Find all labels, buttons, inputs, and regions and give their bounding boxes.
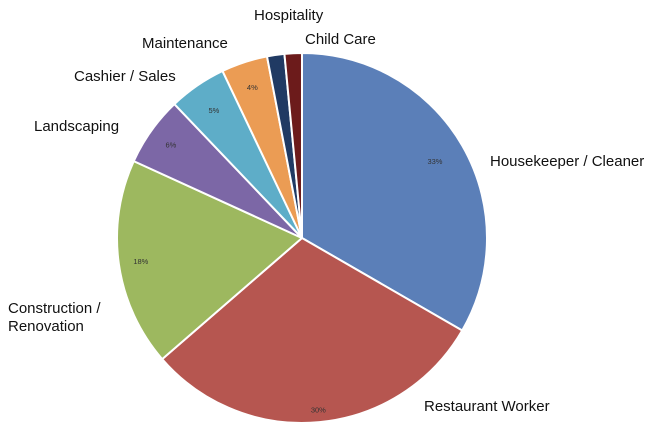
data-label-maintenance: 4% [247, 83, 258, 92]
category-label-construction-renovation: Construction / Renovation [8, 300, 101, 335]
category-label-housekeeper-cleaner: Housekeeper / Cleaner [490, 153, 644, 170]
pie-slice-child-care [283, 52, 303, 239]
percentage-labels: 33% 30% 18% 6% 5% 4% [133, 83, 442, 414]
pie-slice-restaurant-worker [161, 237, 464, 424]
category-label-maintenance: Maintenance [142, 35, 228, 52]
category-label-landscaping: Landscaping [34, 118, 119, 135]
category-label-restaurant-worker: Restaurant Worker [424, 398, 550, 415]
pie-slice-housekeeper-cleaner [301, 52, 488, 332]
category-label-cashier-sales: Cashier / Sales [74, 68, 176, 85]
data-label-cashier-sales: 5% [208, 106, 219, 115]
pie-slices [116, 52, 488, 424]
data-label-construction-renovation: 18% [133, 257, 148, 266]
category-label-child-care: Child Care [305, 31, 376, 48]
data-label-housekeeper-cleaner: 33% [427, 157, 442, 166]
data-label-landscaping: 6% [165, 141, 176, 150]
category-labels: Housekeeper / Cleaner Restaurant Worker Co… [8, 7, 644, 415]
category-label-hospitality: Hospitality [254, 7, 324, 24]
pie-slice-construction-renovation [116, 160, 303, 361]
data-label-restaurant-worker: 30% [311, 405, 326, 414]
